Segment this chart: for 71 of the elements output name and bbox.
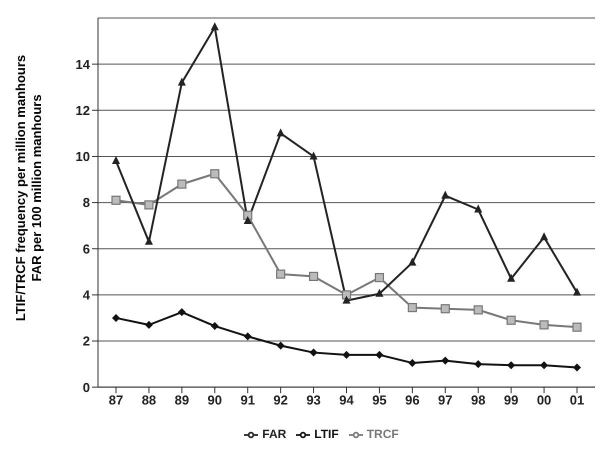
point [243, 210, 252, 220]
point [310, 348, 318, 357]
point [573, 364, 581, 372]
point [573, 288, 581, 296]
y-tick-label: 14 [76, 56, 91, 72]
x-tick-label: 90 [208, 392, 222, 408]
y-tick-label: 2 [82, 334, 90, 349]
y-tick-label: 6 [82, 241, 90, 256]
x-tick-label: 00 [536, 392, 552, 408]
x-tick-label: 92 [273, 392, 288, 408]
point [276, 128, 285, 136]
point [408, 258, 416, 266]
x-tick-label: 88 [142, 392, 156, 408]
x-tick-label: 95 [372, 392, 387, 408]
point [539, 320, 549, 330]
x-tick-label: 93 [306, 392, 321, 408]
point [177, 180, 186, 189]
x-tick-label: 98 [470, 392, 486, 408]
point [244, 216, 252, 224]
point [144, 320, 153, 329]
y-tick-label: 8 [82, 195, 90, 210]
point [244, 332, 252, 340]
point [178, 308, 186, 316]
point [474, 204, 482, 213]
point [342, 296, 350, 304]
x-tick-label: 87 [108, 392, 124, 408]
x-tick-label: 91 [240, 392, 255, 408]
legend-label: FAR [262, 427, 286, 442]
x-tick-label: 94 [339, 392, 354, 408]
point [112, 156, 120, 164]
legend-label: LTIF [314, 427, 339, 442]
point [540, 232, 548, 240]
point [375, 288, 384, 297]
point [408, 302, 417, 312]
point [441, 356, 450, 365]
point [178, 78, 186, 86]
point [374, 272, 384, 282]
x-tick-label: 96 [405, 392, 420, 408]
y-tick-label: 12 [76, 102, 90, 118]
point [441, 190, 450, 199]
point [210, 322, 219, 330]
point [375, 350, 384, 359]
point [342, 350, 350, 359]
y-axis-title: LTIF/TRCF frequency per million manhours FAR per 100 million manhours [13, 54, 44, 322]
point [210, 169, 220, 178]
x-tick-label: 89 [174, 392, 190, 408]
x-tick-label: 97 [438, 392, 453, 408]
point [276, 342, 285, 350]
point [310, 151, 318, 160]
point [210, 22, 219, 30]
point [474, 305, 483, 314]
legend-label: TRCF [366, 427, 399, 442]
point [474, 360, 482, 368]
x-tick-label: 01 [570, 392, 584, 408]
point [111, 196, 121, 205]
y-tick-label: 4 [82, 287, 91, 302]
point [144, 236, 153, 245]
point [440, 304, 450, 314]
y-tick-label: 10 [76, 149, 90, 164]
point [112, 314, 120, 322]
point [276, 270, 286, 279]
point [308, 272, 318, 282]
point [506, 316, 516, 325]
point [408, 358, 416, 367]
point [144, 200, 154, 210]
point [540, 361, 548, 370]
point [507, 274, 516, 282]
point [507, 361, 516, 370]
point [572, 322, 582, 332]
x-tick-label: 99 [504, 392, 518, 408]
y-tick-label: 0 [82, 380, 90, 395]
